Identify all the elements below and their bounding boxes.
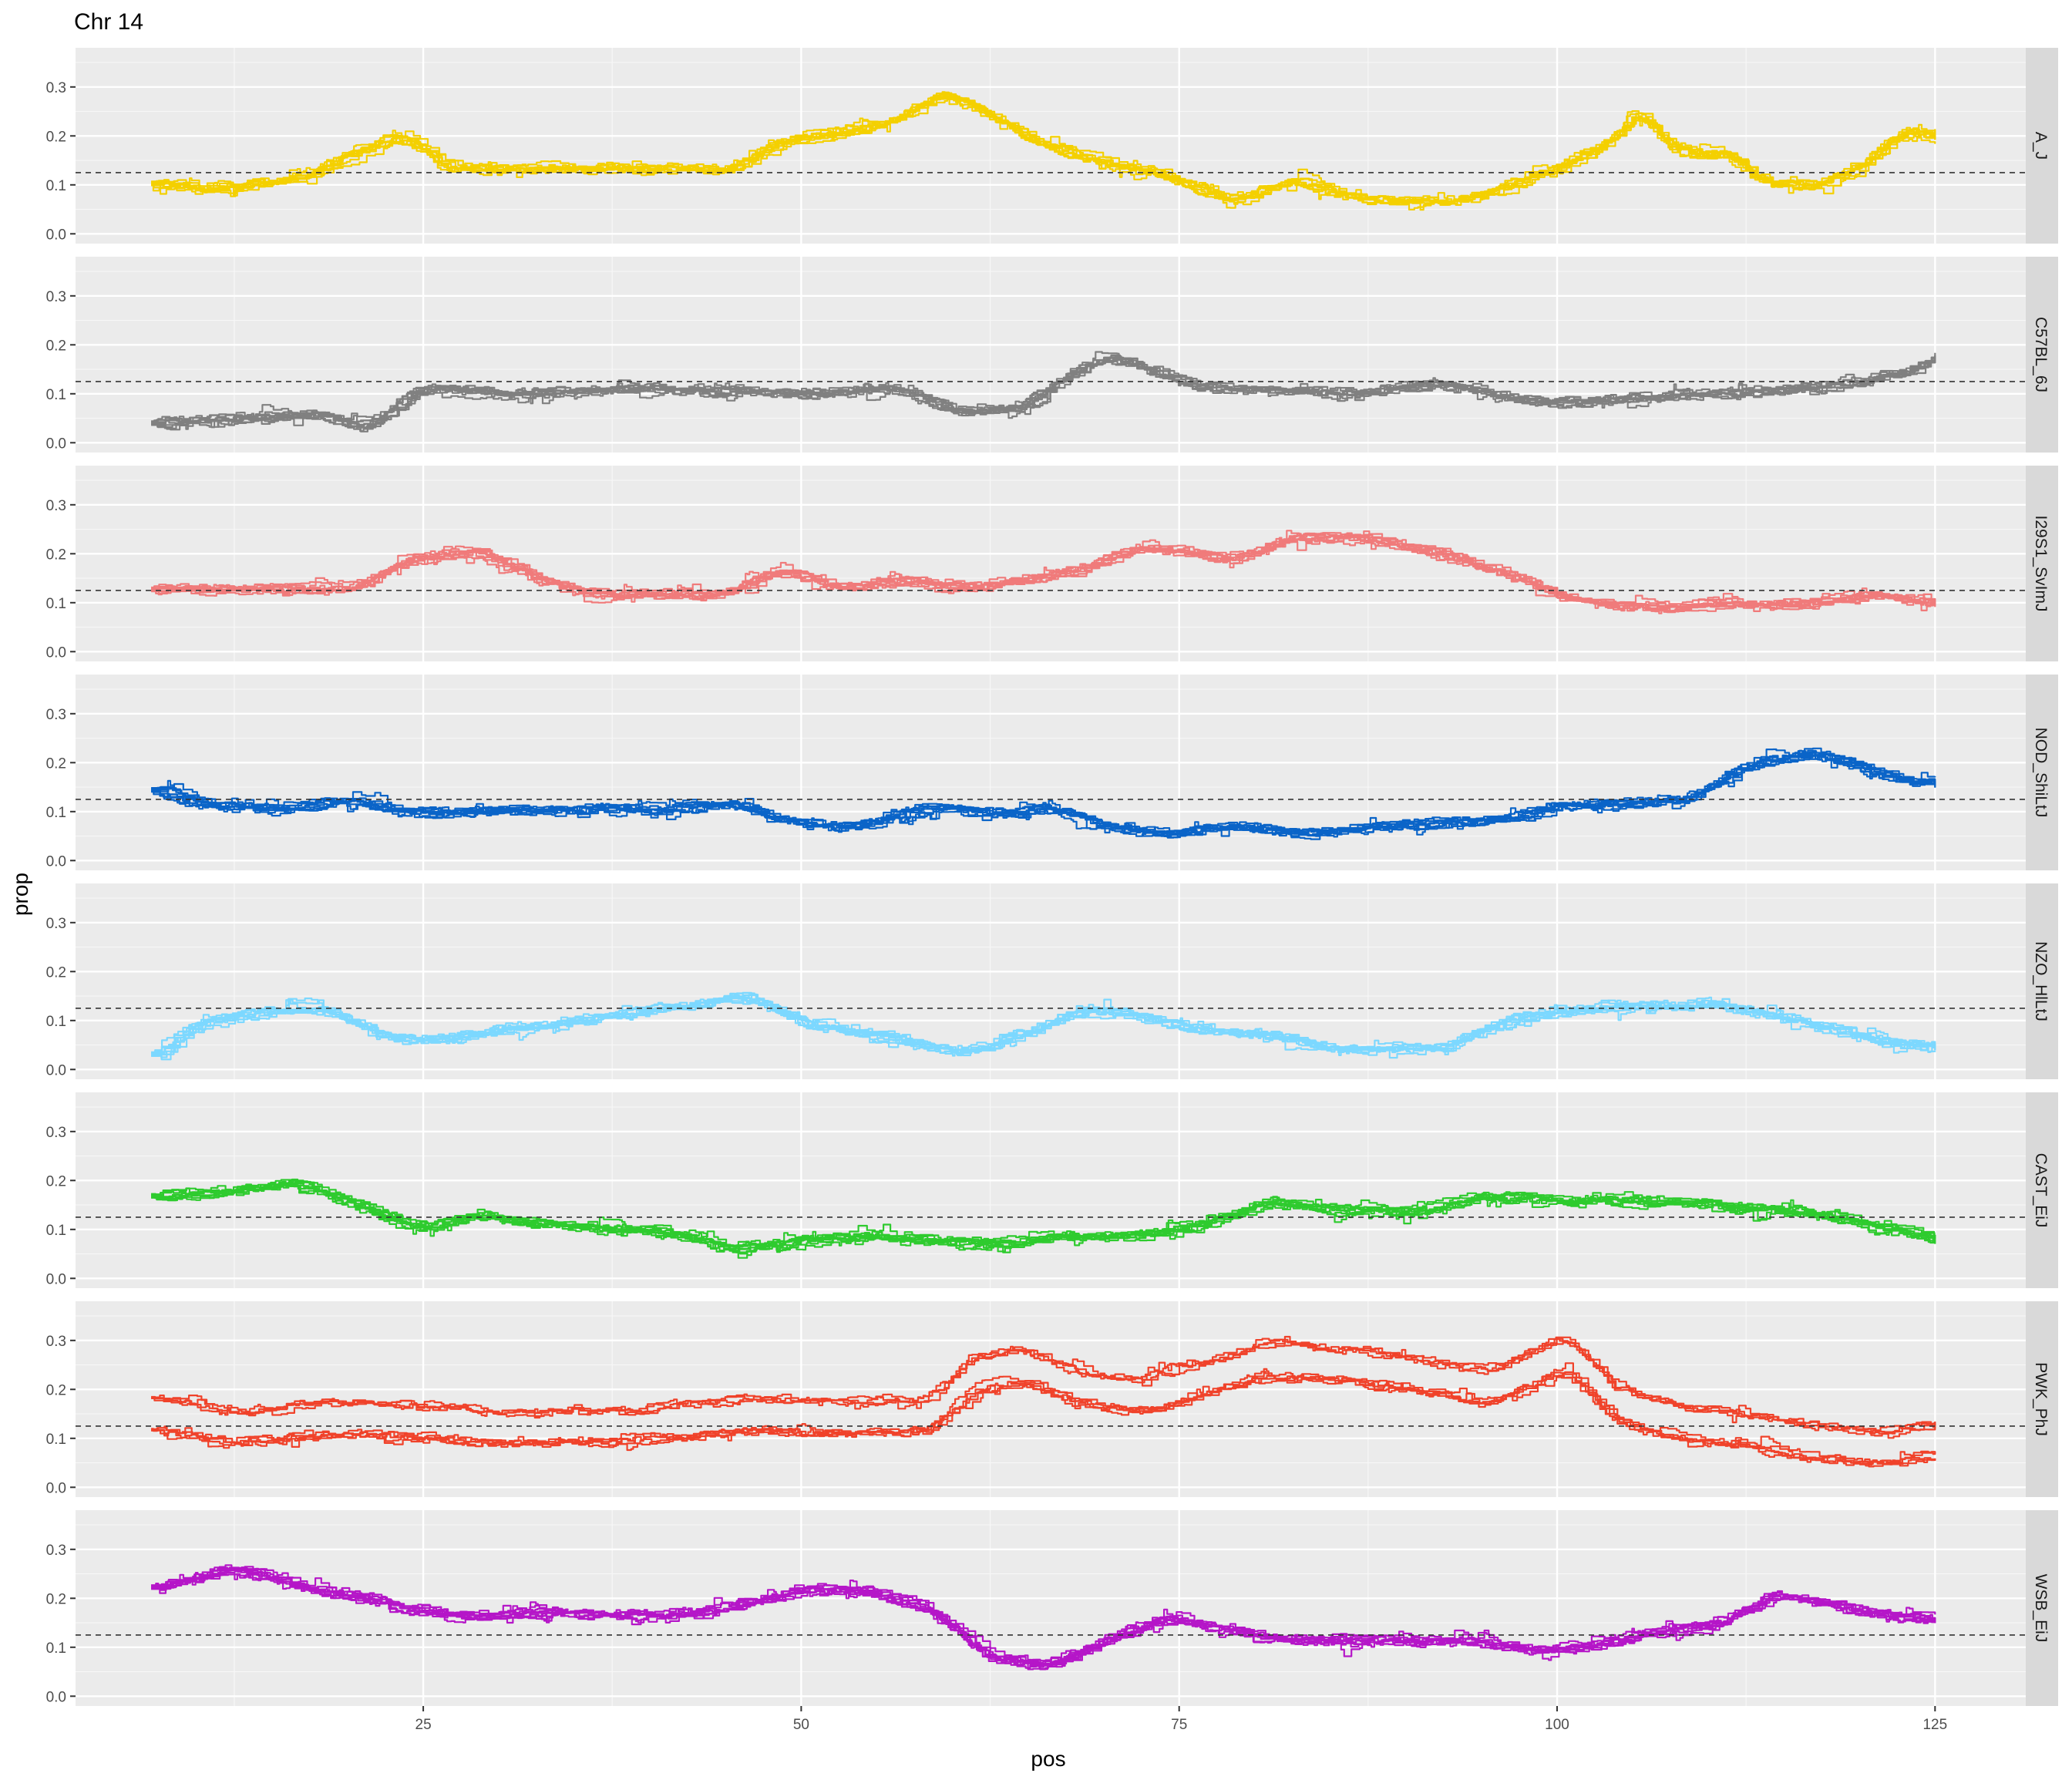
y-tick-label: 0.3 — [46, 498, 66, 514]
y-tick-label: 0.0 — [46, 227, 66, 243]
series-line-CAST_EiJ-9 — [151, 1179, 1936, 1248]
facet-strip-label: NZO_HlLtJ — [2032, 941, 2050, 1021]
facet-panel-WSB_EiJ: 0.0 0.1 0.2 0.3 WSB_EiJ — [46, 1510, 2058, 1706]
facet-strip-label: C57BL_6J — [2032, 317, 2050, 392]
facet-strip-label: I29S1_SvImJ — [2032, 516, 2050, 612]
y-tick-label: 0.1 — [46, 387, 66, 403]
y-tick-label: 0.3 — [46, 1543, 66, 1559]
series-line-NZO_HlLtJ-9 — [151, 992, 1936, 1056]
y-tick-label: 0.2 — [46, 964, 66, 981]
facet-strip-label: WSB_EiJ — [2032, 1574, 2050, 1643]
y-tick-label: 0.1 — [46, 805, 66, 821]
x-tick-label: 75 — [1171, 1717, 1187, 1733]
y-tick-label: 0.3 — [46, 1125, 66, 1141]
x-tick-label: 125 — [1922, 1717, 1947, 1733]
y-tick-label: 0.2 — [46, 755, 66, 772]
series-line-I29S1_SvImJ-8 — [151, 532, 1936, 609]
panel-background — [76, 257, 2026, 453]
y-tick-label: 0.1 — [46, 1014, 66, 1030]
panel-background — [76, 1092, 2026, 1288]
y-tick-label: 0.1 — [46, 596, 66, 612]
y-tick-label: 0.3 — [46, 289, 66, 305]
y-tick-label: 0.2 — [46, 1382, 66, 1398]
facet-strip — [2026, 1301, 2058, 1497]
x-tick-label: 50 — [793, 1717, 809, 1733]
panel-background — [76, 1301, 2026, 1497]
facet-strip — [2026, 48, 2058, 244]
y-tick-label: 0.3 — [46, 80, 66, 96]
x-tick-label: 100 — [1545, 1717, 1569, 1733]
y-tick-label: 0.2 — [46, 1591, 66, 1607]
y-tick-label: 0.0 — [46, 1689, 66, 1705]
series-line-NOD_ShiLtJ-7 — [151, 750, 1936, 839]
facet-strip-label: PWK_PhJ — [2032, 1362, 2050, 1436]
y-tick-label: 0.1 — [46, 1640, 66, 1657]
y-tick-label: 0.3 — [46, 1334, 66, 1350]
series-line-CAST_EiJ-8 — [151, 1179, 1936, 1247]
y-tick-label: 0.0 — [46, 644, 66, 661]
y-tick-label: 0.1 — [46, 1432, 66, 1448]
panel-background — [76, 675, 2026, 870]
y-tick-label: 0.3 — [46, 916, 66, 932]
facet-panel-C57BL_6J: 0.0 0.1 0.2 0.3 C57BL_6J — [46, 257, 2058, 453]
y-tick-label: 0.2 — [46, 338, 66, 354]
facet-panel-NZO_HlLtJ: 0.0 0.1 0.2 0.3 NZO_HlLtJ — [46, 883, 2058, 1079]
y-tick-label: 0.0 — [46, 1480, 66, 1496]
series-line-WSB_EiJ-9 — [151, 1566, 1936, 1666]
facet-panel-PWK_PhJ: 0.0 0.1 0.2 0.3 PWK_PhJ — [46, 1301, 2058, 1497]
facet-strip — [2026, 1510, 2058, 1706]
series-line-C57BL_6J-5 — [151, 361, 1936, 429]
series-line-C57BL_6J-9 — [151, 355, 1936, 427]
facet-strip-label: NOD_ShiLtJ — [2032, 728, 2050, 818]
x-axis-label: pos — [1031, 1747, 1065, 1771]
facet-panel-CAST_EiJ: 0.0 0.1 0.2 0.3 CAST_EiJ — [46, 1092, 2058, 1288]
y-tick-label: 0.0 — [46, 1271, 66, 1287]
series-line-I29S1_SvImJ-9 — [151, 530, 1936, 613]
x-tick-label: 25 — [415, 1717, 432, 1733]
y-tick-label: 0.1 — [46, 1223, 66, 1239]
series-line-A_J-9 — [151, 91, 1936, 210]
facet-panel-NOD_ShiLtJ: 0.0 0.1 0.2 0.3 NOD_ShiLtJ — [46, 675, 2058, 870]
facet-strip — [2026, 1092, 2058, 1288]
facet-panel-A_J: 0.0 0.1 0.2 0.3 A_J — [46, 48, 2058, 244]
facet-panel-I29S1_SvImJ: 0.0 0.1 0.2 0.3 I29S1_SvImJ — [46, 466, 2058, 661]
chart-title: Chr 14 — [74, 9, 143, 35]
x-axis: 25 50 75 100 125 — [415, 1706, 1947, 1733]
facet-strip — [2026, 466, 2058, 661]
panel-background — [76, 466, 2026, 661]
series-line-NOD_ShiLtJ-8 — [151, 755, 1936, 838]
series-line-NOD_ShiLtJ-3 — [151, 752, 1936, 839]
y-tick-label: 0.2 — [46, 547, 66, 563]
y-axis-label: prop — [8, 873, 32, 916]
y-tick-label: 0.0 — [46, 853, 66, 870]
y-tick-label: 0.0 — [46, 436, 66, 452]
series-line-NOD_ShiLtJ-9 — [151, 747, 1936, 834]
panel-background — [76, 1510, 2026, 1706]
series-line-PWK_PhJ-8 — [151, 1371, 1936, 1465]
panel-background — [76, 883, 2026, 1079]
y-tick-label: 0.0 — [46, 1062, 66, 1078]
facet-strip — [2026, 883, 2058, 1079]
facet-strip — [2026, 675, 2058, 870]
facet-strip — [2026, 257, 2058, 453]
series-line-NZO_HlLtJ-8 — [151, 992, 1936, 1054]
facet-panels: 0.00.10.20.3A_J0.00.10.20.3C57BL_6J0.00.… — [46, 48, 2058, 1706]
series-line-PWK_PhJ-4 — [151, 1338, 1936, 1435]
y-tick-label: 0.1 — [46, 178, 66, 194]
series-line-C57BL_6J-7 — [151, 354, 1936, 424]
y-tick-label: 0.2 — [46, 1173, 66, 1189]
series-line-PWK_PhJ-9 — [151, 1375, 1936, 1465]
y-tick-label: 0.3 — [46, 707, 66, 723]
facet-strip-label: CAST_EiJ — [2032, 1153, 2050, 1228]
facet-strip-label: A_J — [2032, 132, 2050, 160]
y-tick-label: 0.2 — [46, 129, 66, 145]
